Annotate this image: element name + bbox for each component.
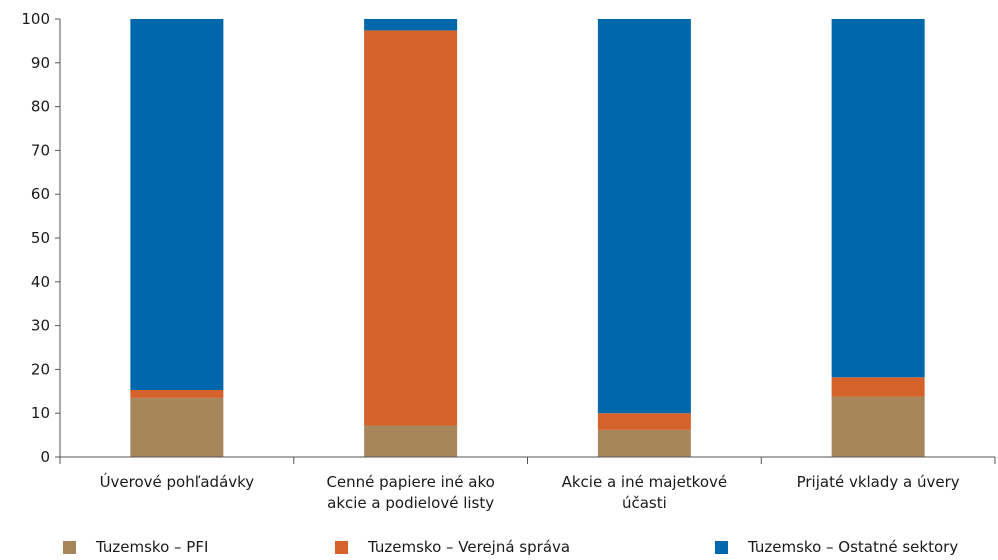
bar-segment [130,389,224,398]
x-category-label-line: Prijaté vklady a úvery [797,473,960,491]
x-category-label-line: účasti [622,494,667,512]
x-category-label: Cenné papiere iné ako akcie a podielové l… [326,473,494,512]
bar-segment [597,429,691,457]
x-category-label: Akcie a iné majetkové účasti [562,473,728,512]
bar-segment [364,19,458,31]
y-tick-label: 30 [31,317,50,335]
bar-segment [130,19,224,390]
legend-item-verejna-sprava: Tuzemsko – Verejná správa [335,538,570,556]
x-category-label: Prijaté vklady a úvery [797,473,960,491]
legend-label-ostatne-sektory: Tuzemsko – Ostatné sektory [748,538,959,556]
legend-item-pfi: Tuzemsko – PFI [63,538,208,556]
legend-swatch-verejna-sprava [335,540,348,554]
bar-segment [364,30,458,426]
y-tick-label: 10 [31,404,50,422]
x-category-label-line: Akcie a iné majetkové [562,473,728,491]
y-tick-label: 70 [31,141,50,159]
y-tick-label: 60 [31,185,50,203]
y-tick-label: 80 [31,98,50,116]
bar-segment [597,19,691,414]
bar-segment [364,425,458,457]
y-tick-label: 100 [21,10,50,28]
y-tick-label: 90 [31,54,50,72]
legend-label-verejna-sprava: Tuzemsko – Verejná správa [368,538,571,556]
bar-segment [597,413,691,430]
legend-label-pfi: Tuzemsko – PFI [96,538,209,556]
bar-segment [831,396,925,457]
x-category-label-line: akcie a podielové listy [327,494,494,512]
legend-swatch-pfi [63,540,76,554]
x-category-label-line: Cenné papiere iné ako [326,473,494,491]
y-tick-label: 50 [31,229,50,247]
y-tick-label: 40 [31,273,50,291]
x-category-label-line: Úverové pohľadávky [100,472,255,491]
y-tick-label: 0 [40,448,50,466]
bar-segment [831,377,925,397]
y-tick-label: 20 [31,360,50,378]
legend-swatch-ostatne-sektory [715,540,728,554]
legend: Tuzemsko – PFI Tuzemsko – Verejná správa… [0,538,998,560]
x-category-label: Úverové pohľadávky [100,472,255,491]
bar-segment [831,19,925,378]
bar-segment [130,397,224,457]
legend-item-ostatne-sektory: Tuzemsko – Ostatné sektory [715,538,958,556]
